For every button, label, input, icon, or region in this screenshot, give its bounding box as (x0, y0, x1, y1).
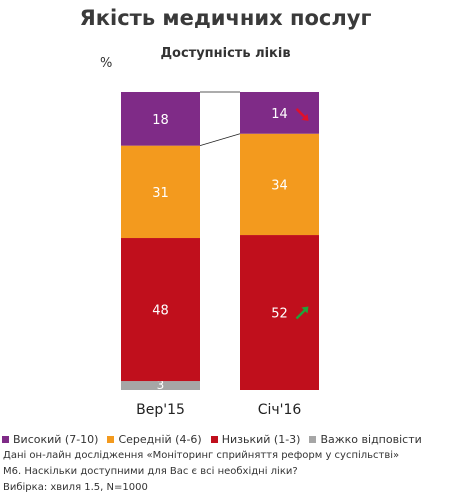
x-tick-label-0: Вер'15 (136, 402, 185, 418)
legend-item-medium: Середній (4-6) (107, 433, 202, 446)
legend-swatch-hard-to-say (309, 436, 317, 443)
stacked-bar-chart: 3 48 31 18 Вер'15 52 34 14 Січ'16 (121, 91, 319, 418)
legend-swatch-low (210, 436, 218, 443)
data-label-1-3: 14 (271, 107, 288, 122)
trend-arrow-down-head (301, 113, 309, 121)
connector-line-2 (199, 133, 241, 147)
chart-title: Якість медичних послуг (79, 6, 372, 30)
legend-item-low: Низький (1-3) (210, 433, 301, 446)
bar-segment-0-1 (121, 238, 200, 382)
question-note: М6. Наскільки доступними для Вас є всі н… (3, 466, 298, 477)
legend-label-high: Високий (7-10) (13, 433, 99, 446)
legend-label-hard-to-say: Важко відповісти (320, 433, 422, 446)
x-tick-label-1: Січ'16 (258, 402, 302, 418)
legend-item-high: Високий (7-10) (2, 433, 98, 446)
bar-segment-1-1 (240, 235, 319, 390)
chart-subtitle: Доступність ліків (160, 46, 291, 61)
data-label-1-2: 34 (271, 178, 288, 193)
legend-swatch-medium (107, 436, 115, 443)
data-label-0-1: 48 (152, 304, 169, 319)
data-label-0-3: 18 (152, 113, 169, 128)
legend: Високий (7-10) Середній (4-6) Низький (1… (2, 433, 431, 446)
bar-segment-1-3 (240, 92, 319, 134)
y-axis-unit: % (100, 56, 113, 71)
data-label-0-0: 3 (157, 378, 165, 392)
legend-label-medium: Середній (4-6) (118, 433, 202, 446)
data-label-1-1: 52 (271, 307, 288, 322)
legend-swatch-high (2, 436, 9, 443)
data-label-0-2: 31 (152, 186, 169, 201)
bar-segment-1-2 (240, 133, 319, 236)
bar-segment-0-0 (121, 381, 200, 390)
legend-label-low: Низький (1-3) (221, 433, 301, 446)
legend-item-hard-to-say: Важко відповісти (309, 433, 422, 446)
bar-segment-0-3 (121, 92, 200, 146)
bar-segment-0-2 (121, 145, 200, 239)
sample-note: Вибірка: хвиля 1.5, N=1000 (3, 482, 148, 493)
source-note: Дані он-лайн дослідження «Моніторинг спр… (3, 450, 400, 461)
trend-arrow-up-head (301, 306, 309, 314)
